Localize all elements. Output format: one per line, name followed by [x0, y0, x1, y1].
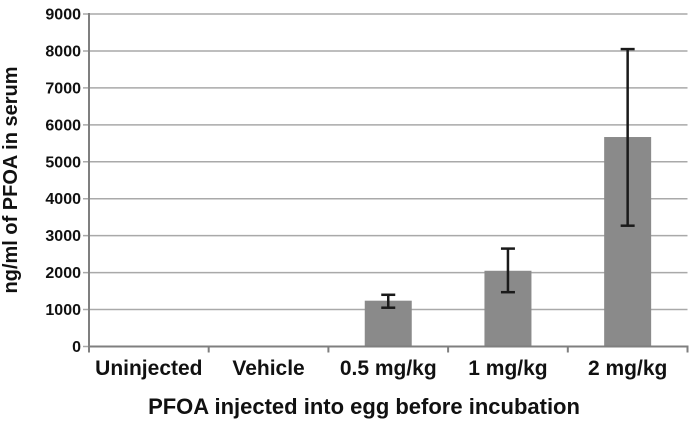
bar-layer — [364, 137, 652, 347]
category-label: 0.5 mg/kg — [340, 357, 437, 380]
category-label: Vehicle — [232, 357, 304, 380]
category-label: Uninjected — [95, 357, 202, 380]
x-axis-title: PFOA injected into egg before incubation — [148, 394, 580, 419]
y-tick-label: 2000 — [45, 265, 81, 282]
y-tick-label: 5000 — [45, 154, 81, 171]
axis-layer — [88, 13, 689, 353]
y-tick-label: 9000 — [45, 7, 81, 24]
y-tick-label: 1000 — [45, 302, 81, 319]
category-label: 1 mg/kg — [468, 357, 547, 380]
y-tick-label: 7000 — [45, 80, 81, 97]
y-tick-label: 6000 — [45, 117, 81, 134]
label-layer: 0 1000 2000 3000 4000 5000 6000 7000 8000 9000 Uni… — [45, 7, 667, 381]
category-label: 2 mg/kg — [588, 357, 667, 380]
y-tick-label: 0 — [72, 339, 81, 356]
y-tick-label: 4000 — [45, 191, 81, 208]
y-tick-label: 3000 — [45, 228, 81, 245]
y-axis-title: ng/ml of PFOA in serum — [0, 66, 22, 293]
error-bar-layer — [381, 47, 635, 309]
grid-layer — [83, 13, 688, 348]
y-tick-label: 8000 — [45, 43, 81, 60]
